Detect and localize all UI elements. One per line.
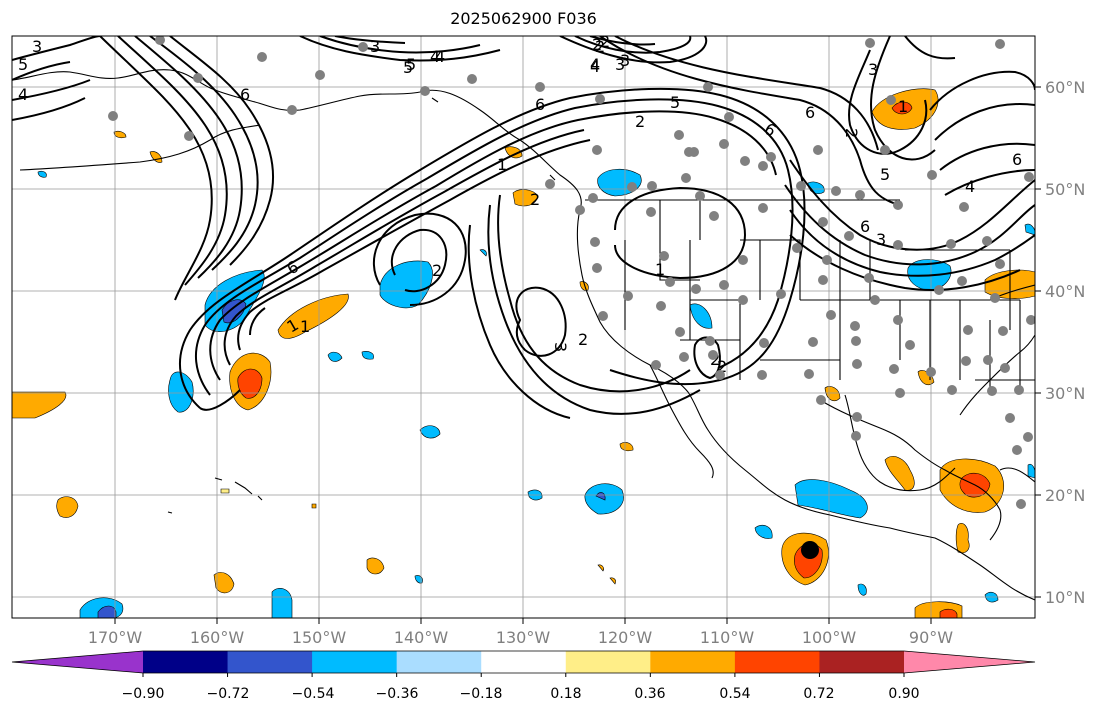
contour-label: 4 <box>590 55 600 74</box>
colorbar-segment <box>734 651 820 673</box>
colorbar-tick-label: −0.18 <box>460 686 503 702</box>
colorbar-segment <box>650 651 736 673</box>
colorbar-tick-labels: −0.90 −0.72 −0.54 −0.36 −0.18 0.18 0.36 … <box>122 686 920 702</box>
colorbar-extend-low <box>12 651 143 673</box>
colorbar-tick-label: 0.36 <box>634 686 665 702</box>
contour-label: 2 <box>578 330 588 349</box>
colorbar-tick-label: 0.54 <box>719 686 750 702</box>
lon-label: 170°W <box>88 628 143 647</box>
contour-label: 5 <box>670 93 680 112</box>
contour-label: 3 <box>620 51 630 70</box>
lat-label: 30°N <box>1045 384 1085 403</box>
contour-label: 5 <box>403 58 413 77</box>
colorbar-segment <box>481 651 567 673</box>
colorbar-tick-label: −0.36 <box>376 686 419 702</box>
lon-label: 100°W <box>802 628 857 647</box>
lon-label: 110°W <box>700 628 755 647</box>
contour-label: 4 <box>435 47 445 66</box>
contour-label: 1 <box>300 317 310 336</box>
contour-label: 2 <box>842 128 861 138</box>
contour-label: 4 <box>965 177 975 196</box>
map-title: 2025062900 F036 <box>450 9 597 28</box>
contour-label: 2 <box>635 112 645 131</box>
colorbar <box>11 650 1036 677</box>
graticule <box>12 36 1035 618</box>
contour-label: 3 <box>868 60 878 79</box>
lat-label: 60°N <box>1045 78 1085 97</box>
contour-label: 1 <box>898 97 908 116</box>
colorbar-segment <box>565 651 651 673</box>
lon-label: 150°W <box>292 628 347 647</box>
latitude-labels: 60°N 50°N 40°N 30°N 20°N 10°N <box>1045 78 1085 607</box>
colorbar-segment <box>396 651 482 673</box>
colorbar-tick-label: −0.54 <box>292 686 335 702</box>
axis-ticks <box>114 86 1041 624</box>
colorbar-segment <box>312 651 398 673</box>
contour-label: 4 <box>590 57 600 76</box>
contour-label: 2 <box>432 261 442 280</box>
contour-label: 3 <box>615 55 625 74</box>
contour-label: 5 <box>18 55 28 74</box>
contour-label: 6 <box>1012 150 1022 169</box>
colorbar-tick-label: −0.90 <box>122 686 165 702</box>
lat-label: 20°N <box>1045 486 1085 505</box>
lat-label: 40°N <box>1045 282 1085 301</box>
colorbar-segment <box>227 651 313 673</box>
contour-label: 6 <box>535 95 545 114</box>
colorbar-segment <box>143 651 229 673</box>
contour-label: 6 <box>761 119 779 141</box>
contour-label: 5 <box>880 165 890 184</box>
contour-label: 3 <box>551 342 570 352</box>
contour-label: 2 <box>530 190 540 209</box>
contour-label: 2 <box>600 32 610 51</box>
lat-label: 50°N <box>1045 180 1085 199</box>
contour-label: 4 <box>18 85 28 104</box>
lat-label: 10°N <box>1045 588 1085 607</box>
lon-label: 130°W <box>496 628 551 647</box>
lon-label: 90°W <box>909 628 953 647</box>
contour-label: 6 <box>860 217 870 236</box>
colorbar-tick-label: −0.72 <box>207 686 250 702</box>
lon-label: 160°W <box>190 628 245 647</box>
colorbar-tick-label: 0.90 <box>888 686 919 702</box>
contour-label: 5 <box>406 55 416 74</box>
station-markers <box>108 36 1035 509</box>
contour-label: 3 <box>370 37 380 56</box>
contour-label: 3 <box>32 37 42 56</box>
contour-lines <box>12 36 1035 419</box>
contour-label: 3 <box>876 230 886 249</box>
longitude-labels: 170°W 160°W 150°W 140°W 130°W 120°W 110°… <box>88 628 953 647</box>
contour-label: 4 <box>430 47 440 66</box>
contour-label: 1 <box>655 260 665 279</box>
contour-label: 1 <box>497 155 507 174</box>
contour-label: 2 <box>595 37 605 56</box>
contour-label: 2 <box>592 35 602 54</box>
contour-label: 2 <box>717 357 727 376</box>
colorbar-segment <box>819 651 905 673</box>
contour-label: 6 <box>240 85 250 104</box>
lon-label: 120°W <box>598 628 653 647</box>
colorbar-tick-label: 0.72 <box>803 686 834 702</box>
colorbar-extend-high <box>904 651 1035 673</box>
contour-labels: 6 1 2 6 5 6 2 1 2 3 4 5 6 2 3 4 6 5 4 3 … <box>18 32 1022 376</box>
colorbar-tick-label: 0.18 <box>550 686 581 702</box>
storm-center-marker <box>801 541 819 559</box>
lon-label: 140°W <box>394 628 449 647</box>
contour-label: 6 <box>805 103 815 122</box>
